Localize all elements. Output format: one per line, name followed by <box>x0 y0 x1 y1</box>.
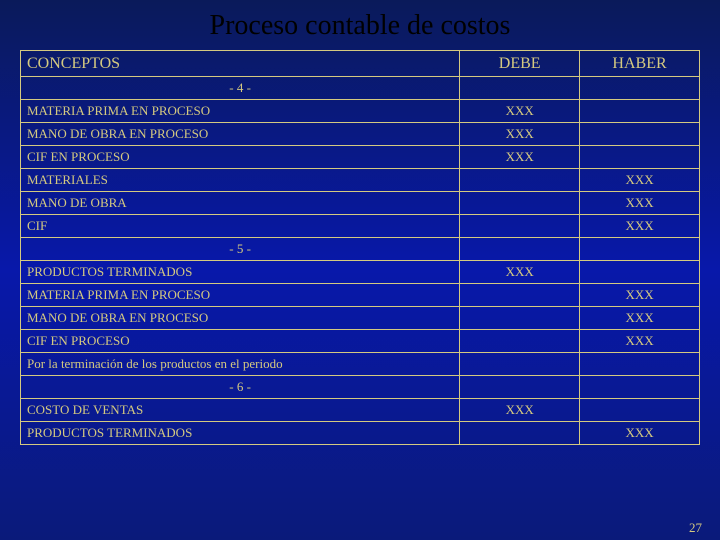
table-row: MANO DE OBRA EN PROCESO XXX <box>21 123 700 146</box>
cell-empty <box>580 77 700 100</box>
cell-debe <box>460 215 580 238</box>
page-number: 27 <box>689 520 702 536</box>
sep-label: - 6 - <box>21 376 460 399</box>
cell-concepto: CIF EN PROCESO <box>21 146 460 169</box>
cell-concepto: PRODUCTOS TERMINADOS <box>21 422 460 445</box>
cell-empty <box>580 376 700 399</box>
cell-empty <box>460 238 580 261</box>
cell-empty <box>460 77 580 100</box>
header-row: CONCEPTOS DEBE HABER <box>21 51 700 77</box>
cell-concepto: MANO DE OBRA EN PROCESO <box>21 123 460 146</box>
cell-debe: XXX <box>460 261 580 284</box>
header-debe: DEBE <box>460 51 580 77</box>
cell-haber <box>580 353 700 376</box>
cell-haber: XXX <box>580 307 700 330</box>
cell-debe <box>460 422 580 445</box>
cell-debe <box>460 284 580 307</box>
cell-concepto: MATERIA PRIMA EN PROCESO <box>21 100 460 123</box>
cell-haber <box>580 399 700 422</box>
cell-haber: XXX <box>580 192 700 215</box>
cell-haber <box>580 261 700 284</box>
cell-empty <box>460 376 580 399</box>
sep-label: - 4 - <box>21 77 460 100</box>
table-row: MANO DE OBRA XXX <box>21 192 700 215</box>
table-row: MATERIA PRIMA EN PROCESO XXX <box>21 100 700 123</box>
header-haber: HABER <box>580 51 700 77</box>
table-row: MATERIA PRIMA EN PROCESO XXX <box>21 284 700 307</box>
cell-haber <box>580 100 700 123</box>
cell-haber: XXX <box>580 422 700 445</box>
cell-debe: XXX <box>460 100 580 123</box>
page-title: Proceso contable de costos <box>0 0 720 50</box>
cell-concepto: MANO DE OBRA <box>21 192 460 215</box>
cell-haber: XXX <box>580 284 700 307</box>
cell-concepto: Por la terminación de los productos en e… <box>21 353 460 376</box>
table-row: CIF EN PROCESO XXX <box>21 146 700 169</box>
header-conceptos: CONCEPTOS <box>21 51 460 77</box>
table-row: MANO DE OBRA EN PROCESO XXX <box>21 307 700 330</box>
cell-concepto: CIF EN PROCESO <box>21 330 460 353</box>
cell-debe <box>460 169 580 192</box>
cell-haber <box>580 146 700 169</box>
sep-label: - 5 - <box>21 238 460 261</box>
separator-4: - 4 - <box>21 77 700 100</box>
cell-concepto: CIF <box>21 215 460 238</box>
table-row: MATERIALES XXX <box>21 169 700 192</box>
cell-haber <box>580 123 700 146</box>
cell-debe <box>460 330 580 353</box>
table-row: CIF XXX <box>21 215 700 238</box>
cell-concepto: MATERIA PRIMA EN PROCESO <box>21 284 460 307</box>
cell-haber: XXX <box>580 330 700 353</box>
table-row: PRODUCTOS TERMINADOS XXX <box>21 261 700 284</box>
cell-debe: XXX <box>460 123 580 146</box>
cell-concepto: COSTO DE VENTAS <box>21 399 460 422</box>
cell-concepto: PRODUCTOS TERMINADOS <box>21 261 460 284</box>
cell-debe: XXX <box>460 399 580 422</box>
cell-concepto: MANO DE OBRA EN PROCESO <box>21 307 460 330</box>
cell-haber: XXX <box>580 169 700 192</box>
table-row: COSTO DE VENTAS XXX <box>21 399 700 422</box>
cell-debe: XXX <box>460 146 580 169</box>
cell-debe <box>460 307 580 330</box>
cell-debe <box>460 192 580 215</box>
separator-5: - 5 - <box>21 238 700 261</box>
table-row: Por la terminación de los productos en e… <box>21 353 700 376</box>
cell-empty <box>580 238 700 261</box>
accounting-table: CONCEPTOS DEBE HABER - 4 - MATERIA PRIMA… <box>20 50 700 445</box>
separator-6: - 6 - <box>21 376 700 399</box>
table-row: CIF EN PROCESO XXX <box>21 330 700 353</box>
cell-debe <box>460 353 580 376</box>
table-row: PRODUCTOS TERMINADOS XXX <box>21 422 700 445</box>
cell-concepto: MATERIALES <box>21 169 460 192</box>
cell-haber: XXX <box>580 215 700 238</box>
